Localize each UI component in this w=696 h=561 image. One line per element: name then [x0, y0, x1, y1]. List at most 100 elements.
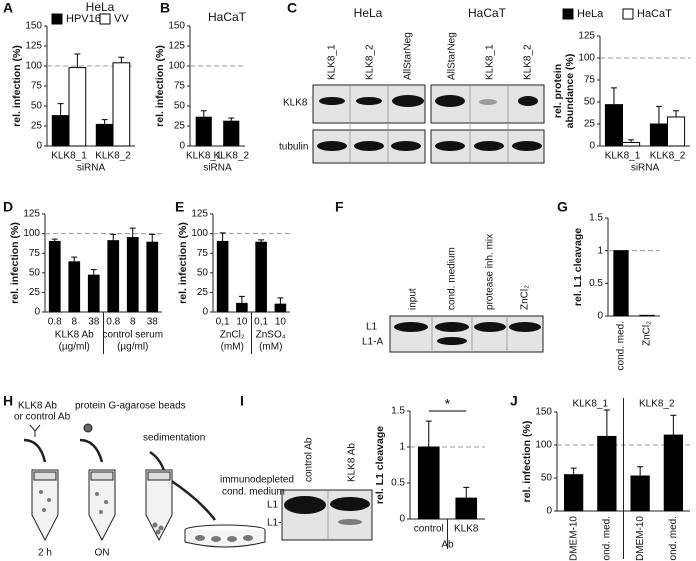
panel-label: H: [3, 393, 13, 409]
x-tick-label: control: [414, 524, 444, 535]
tube-cap: [147, 471, 171, 481]
band: [435, 95, 465, 107]
y-tick-label: 25: [197, 287, 209, 298]
band: [391, 141, 421, 151]
y-tick-label: 125: [25, 41, 42, 52]
lane-label: ZnCl₂: [520, 285, 531, 310]
y-tick-label: 0.5: [391, 478, 405, 489]
legend-swatch: [51, 13, 63, 25]
band: [512, 141, 542, 151]
lane-label: AllStarNeg: [447, 32, 458, 80]
x-tick-label: KLK8_2: [650, 151, 686, 162]
error-bar: [228, 117, 235, 122]
bar: [604, 104, 624, 147]
tube: [88, 469, 116, 542]
error-bar: [149, 233, 156, 243]
y-tick-label: 0: [589, 141, 595, 152]
x-tick-label: 0.8: [48, 317, 62, 328]
legend-label: HPV16: [66, 13, 101, 25]
bar: [48, 240, 61, 313]
diagram-label: cond. medium: [222, 487, 285, 498]
y-tick-label: 50: [31, 101, 43, 112]
bar: [223, 120, 240, 147]
error-bar: [101, 119, 108, 125]
error-bar: [71, 256, 78, 262]
group-label: (mM): [221, 342, 244, 353]
error-bar: [200, 110, 207, 118]
cell-line: HaCaT: [468, 6, 507, 20]
lane-label: KLK8_2: [523, 44, 534, 80]
y-tick-label: 0: [399, 514, 405, 525]
y-tick-label: 1: [399, 442, 405, 453]
lane-label: AllStarNeg: [403, 32, 414, 80]
band: [392, 95, 424, 107]
bar: [563, 474, 584, 512]
bar: [68, 67, 87, 147]
band: [474, 322, 506, 332]
bar: [597, 435, 617, 512]
y-tick-label: 100: [168, 61, 185, 72]
bar: [146, 241, 159, 313]
bar: [417, 446, 440, 520]
error-bar: [425, 420, 432, 447]
band: [435, 141, 465, 151]
group-label: KLK8_2: [639, 399, 675, 410]
legend-label: HeLa: [577, 8, 604, 20]
y-tick-label: 100: [25, 61, 42, 72]
y-axis-label: abundance (%): [564, 54, 576, 129]
tube-cap: [33, 471, 57, 481]
bar: [87, 274, 100, 313]
y-axis-label: rel. L1 cleavage: [374, 426, 386, 504]
band: [317, 141, 347, 151]
group-label: (µg/ml): [59, 342, 90, 353]
x-tick-label: DMEM-10: [568, 516, 579, 561]
bar: [622, 141, 641, 147]
y-axis-label: rel. infection (%): [521, 421, 533, 503]
bar: [255, 241, 267, 313]
y-tick-label: 75: [29, 248, 41, 259]
x-axis-label: Ab: [441, 540, 454, 551]
diagram-label: or control Ab: [14, 412, 71, 423]
y-axis-label: rel. protein: [552, 64, 564, 118]
x-tick-label: cond. med.: [668, 516, 679, 561]
diagram-label: 2 h: [38, 548, 52, 559]
bar: [639, 314, 655, 317]
error-bar: [277, 297, 284, 305]
y-tick-label: 0: [202, 307, 208, 318]
blot-f: input cond. medium protease inh. mix ZnC…: [362, 234, 544, 353]
band: [284, 496, 326, 514]
x-axis-label: siRNA: [631, 163, 660, 174]
y-tick-label: 25: [174, 121, 186, 132]
error-bar: [610, 87, 617, 105]
error-bar: [74, 53, 81, 68]
legend-label: HaCaT: [637, 8, 672, 20]
error-bar: [628, 139, 635, 143]
lane-label: KLK8_2: [365, 44, 376, 80]
y-axis-label: rel. infection (%): [11, 45, 23, 127]
y-tick-label: 25: [31, 121, 43, 132]
error-bar: [673, 110, 680, 117]
y-tick-label: 125: [578, 31, 595, 42]
x-tick-label: 8: [71, 317, 77, 328]
lane-label: control Ab: [304, 437, 315, 482]
row-label: tubulin: [279, 142, 308, 153]
bar: [236, 302, 248, 313]
y-tick-label: 75: [584, 75, 596, 86]
panel-label: I: [240, 393, 244, 409]
x-tick-label: KLK8_1: [186, 151, 222, 162]
diagram-label: sedimentation: [143, 433, 205, 444]
error-bar: [655, 105, 662, 124]
panel-label: C: [287, 0, 297, 16]
y-axis-label: rel. infection (%): [154, 45, 166, 127]
legend-swatch: [622, 8, 634, 20]
y-tick-label: 75: [197, 248, 209, 259]
panel-label: E: [175, 199, 184, 215]
x-tick-label: 0,1: [216, 317, 230, 328]
group-label: control serum: [102, 330, 163, 341]
y-tick-label: 50: [541, 473, 553, 484]
error-bar: [570, 467, 577, 475]
y-tick-label: 75: [174, 81, 186, 92]
error-bar: [57, 103, 64, 116]
panel-label: D: [3, 199, 13, 215]
